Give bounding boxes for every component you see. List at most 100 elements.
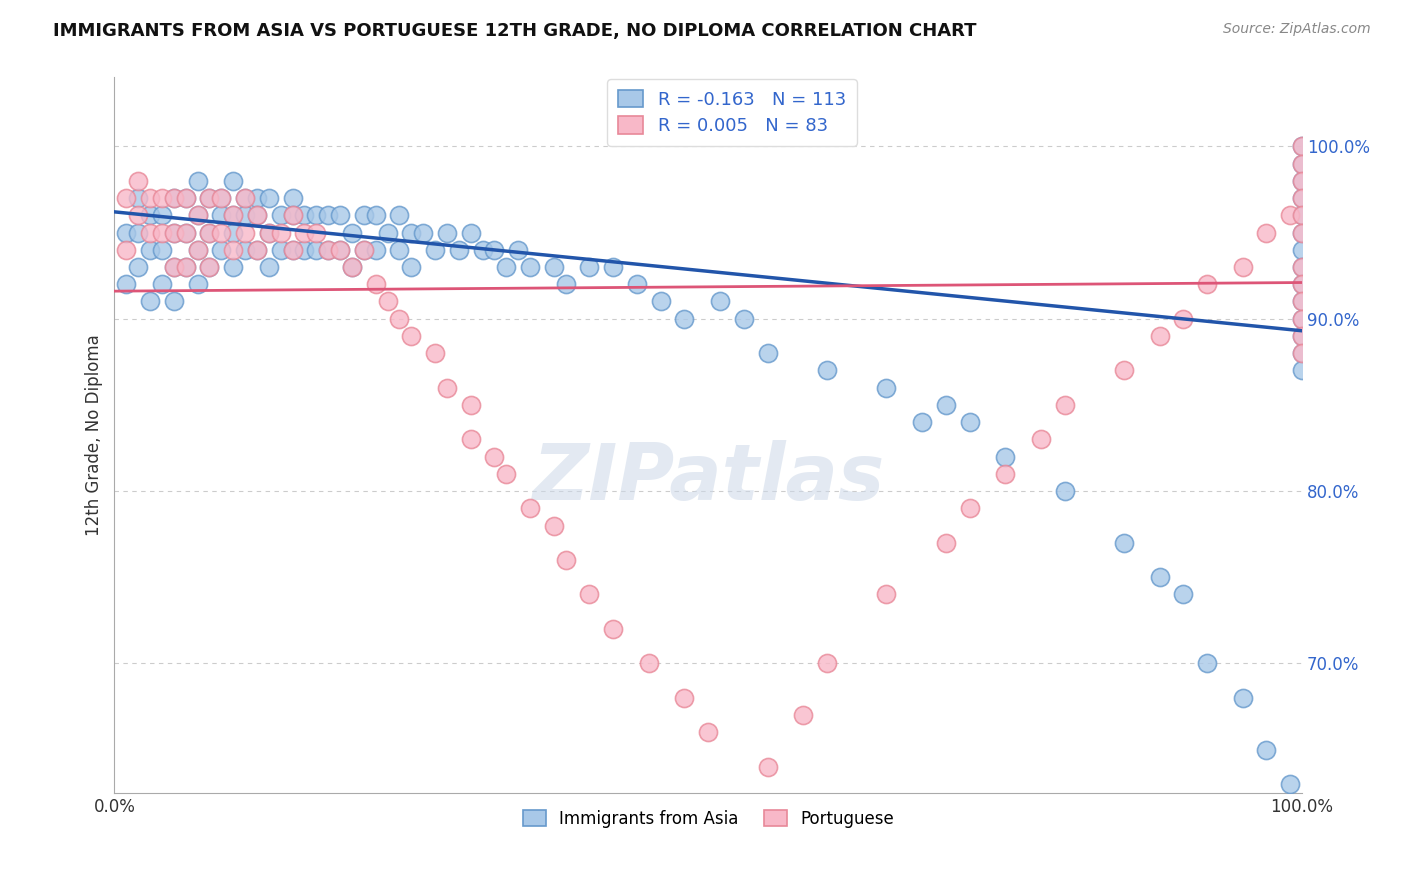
Point: [187, 208, 209, 222]
Point: [163, 191, 186, 205]
Point: [246, 191, 269, 205]
Point: [1291, 346, 1313, 360]
Point: [316, 208, 339, 222]
Point: [495, 467, 517, 481]
Point: [1053, 398, 1076, 412]
Point: [1291, 208, 1313, 222]
Point: [233, 226, 256, 240]
Point: [340, 226, 363, 240]
Point: [127, 208, 149, 222]
Point: [875, 587, 897, 601]
Point: [733, 311, 755, 326]
Point: [578, 587, 600, 601]
Point: [697, 725, 720, 739]
Point: [377, 226, 399, 240]
Point: [150, 191, 173, 205]
Point: [364, 243, 387, 257]
Point: [174, 191, 197, 205]
Point: [316, 243, 339, 257]
Point: [209, 191, 232, 205]
Point: [174, 226, 197, 240]
Point: [150, 243, 173, 257]
Point: [1291, 311, 1313, 326]
Point: [246, 208, 269, 222]
Point: [1291, 226, 1313, 240]
Point: [1291, 156, 1313, 170]
Point: [174, 260, 197, 274]
Point: [270, 208, 292, 222]
Point: [329, 243, 352, 257]
Point: [209, 243, 232, 257]
Point: [329, 208, 352, 222]
Point: [423, 346, 446, 360]
Point: [1291, 363, 1313, 377]
Point: [1291, 139, 1313, 153]
Point: [508, 243, 530, 257]
Point: [1291, 277, 1313, 292]
Point: [364, 277, 387, 292]
Point: [329, 243, 352, 257]
Point: [519, 501, 541, 516]
Point: [994, 467, 1017, 481]
Point: [257, 191, 280, 205]
Point: [198, 226, 221, 240]
Y-axis label: 12th Grade, No Diploma: 12th Grade, No Diploma: [86, 334, 103, 536]
Point: [139, 208, 162, 222]
Point: [1291, 260, 1313, 274]
Point: [364, 208, 387, 222]
Point: [281, 191, 304, 205]
Point: [163, 260, 186, 274]
Point: [959, 415, 981, 429]
Point: [602, 260, 624, 274]
Point: [222, 208, 245, 222]
Point: [115, 226, 138, 240]
Point: [163, 226, 186, 240]
Point: [1291, 346, 1313, 360]
Point: [257, 260, 280, 274]
Point: [257, 226, 280, 240]
Point: [1279, 777, 1302, 791]
Point: [1291, 294, 1313, 309]
Point: [388, 243, 411, 257]
Point: [815, 657, 838, 671]
Point: [578, 260, 600, 274]
Point: [198, 260, 221, 274]
Point: [115, 243, 138, 257]
Point: [673, 690, 696, 705]
Point: [305, 226, 328, 240]
Point: [1173, 587, 1195, 601]
Point: [554, 553, 576, 567]
Point: [246, 243, 269, 257]
Point: [1291, 174, 1313, 188]
Point: [163, 260, 186, 274]
Point: [484, 243, 506, 257]
Point: [543, 260, 565, 274]
Point: [198, 260, 221, 274]
Point: [388, 311, 411, 326]
Point: [174, 191, 197, 205]
Point: [233, 208, 256, 222]
Point: [412, 226, 434, 240]
Point: [150, 226, 173, 240]
Point: [875, 381, 897, 395]
Point: [222, 174, 245, 188]
Point: [187, 243, 209, 257]
Point: [174, 226, 197, 240]
Point: [388, 208, 411, 222]
Point: [233, 191, 256, 205]
Point: [543, 518, 565, 533]
Point: [127, 260, 149, 274]
Point: [1291, 226, 1313, 240]
Point: [281, 208, 304, 222]
Point: [1256, 226, 1278, 240]
Point: [115, 277, 138, 292]
Point: [1291, 311, 1313, 326]
Point: [246, 208, 269, 222]
Point: [187, 243, 209, 257]
Point: [1291, 294, 1313, 309]
Point: [815, 363, 838, 377]
Point: [233, 243, 256, 257]
Point: [139, 191, 162, 205]
Point: [294, 208, 316, 222]
Point: [554, 277, 576, 292]
